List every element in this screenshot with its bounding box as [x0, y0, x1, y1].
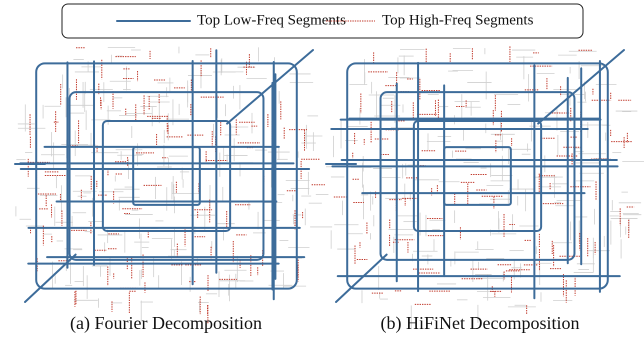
highway: [25, 255, 76, 302]
caption: (a) Fourier Decomposition: [70, 313, 262, 334]
map-panel: [326, 46, 644, 329]
ring-road: [103, 121, 230, 231]
ring-road: [414, 121, 541, 231]
caption: (b) HiFiNet Decomposition: [381, 313, 580, 334]
figure: Top Low-Freq Segments Top High-Freq Segm…: [0, 0, 644, 339]
legend-label: Top High-Freq Segments: [382, 12, 534, 28]
map-panel: [15, 47, 332, 324]
ring-road: [444, 147, 511, 205]
legend-label: Top Low-Freq Segments: [197, 12, 346, 28]
legend: Top Low-Freq Segments Top High-Freq Segm…: [62, 4, 583, 38]
